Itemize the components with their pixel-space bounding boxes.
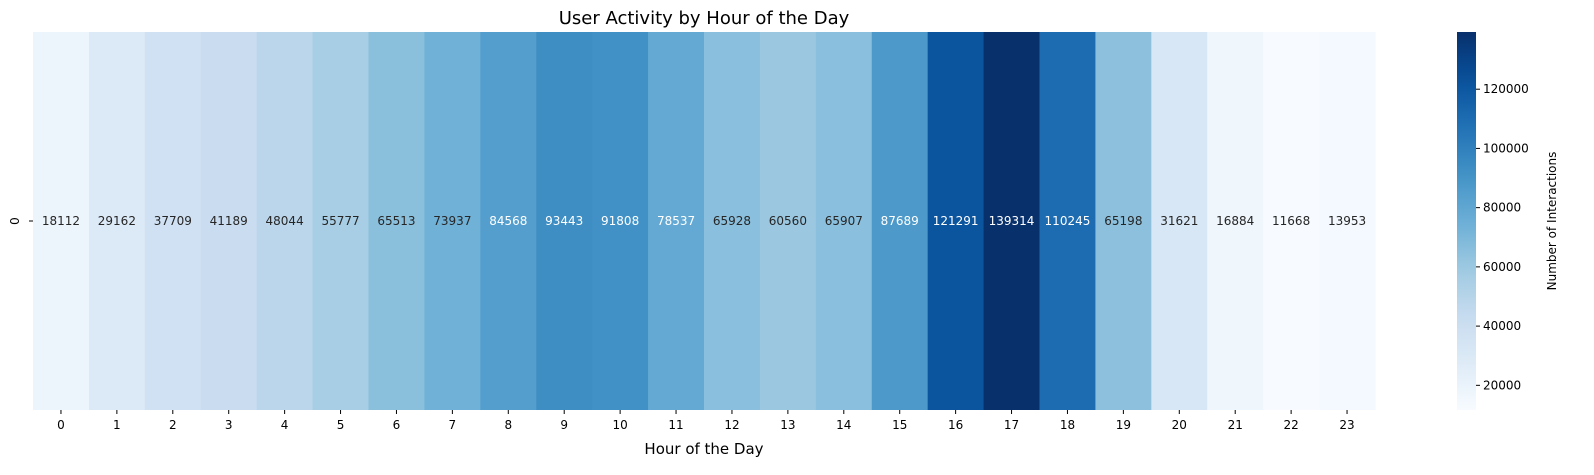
cell-value-label: 11668 (1272, 214, 1310, 228)
colorbar-tick-label: 60000 (1483, 260, 1521, 274)
heatmap-cell (1095, 32, 1152, 410)
heatmap-cell (256, 32, 314, 410)
cell-value-label: 55777 (321, 214, 359, 228)
heatmap-cell (480, 32, 537, 410)
heatmap-cell (983, 32, 1041, 410)
heatmap-cells (33, 32, 1376, 410)
heatmap-cell (871, 32, 929, 410)
x-tick-label: 14 (836, 418, 851, 432)
x-tick-label: 16 (948, 418, 963, 432)
x-tick-label: 23 (1339, 418, 1354, 432)
heatmap-cell (33, 32, 90, 410)
cell-value-label: 31621 (1160, 214, 1198, 228)
x-tick-label: 15 (892, 418, 907, 432)
x-tick-label: 12 (724, 418, 739, 432)
heatmap-cell (312, 32, 370, 410)
heatmap-cell (592, 32, 649, 410)
x-tick-label: 7 (449, 418, 457, 432)
heatmap-cell (1151, 32, 1208, 410)
cell-value-label: 73937 (433, 214, 471, 228)
cell-value-label: 65513 (377, 214, 415, 228)
cell-value-label: 139314 (989, 214, 1035, 228)
cell-value-label: 48044 (266, 214, 304, 228)
heatmap-cell (1207, 32, 1264, 410)
heatmap-cell (1263, 32, 1320, 410)
colorbar: 20000 40000 60000 80000 100000 120000 (1457, 32, 1529, 410)
heatmap-cell (648, 32, 705, 410)
x-tick-label: 5 (337, 418, 345, 432)
heatmap-cell (200, 32, 258, 410)
x-tick-label: 18 (1060, 418, 1075, 432)
heatmap-cell (1039, 32, 1097, 410)
x-tick-label: 2 (169, 418, 177, 432)
colorbar-tick-label: 120000 (1483, 82, 1529, 96)
x-tick-label: 0 (57, 418, 65, 432)
x-tick-label: 3 (225, 418, 233, 432)
cell-value-label: 78537 (657, 214, 695, 228)
colorbar-tick-label: 40000 (1483, 319, 1521, 333)
x-tick-label: 20 (1172, 418, 1187, 432)
heatmap-cell (536, 32, 593, 410)
cell-value-label: 65198 (1104, 214, 1142, 228)
x-tick-label: 22 (1283, 418, 1298, 432)
x-axis-ticks: 0 1 2 3 4 5 6 7 8 9 10 11 12 13 14 15 16 17 18 19 20 21 22 23 (57, 410, 1355, 432)
heatmap-cell (815, 32, 873, 410)
x-tick-label: 17 (1004, 418, 1019, 432)
x-tick-label: 9 (560, 418, 568, 432)
x-axis-label: Hour of the Day (644, 440, 763, 458)
cell-value-label: 29162 (98, 214, 136, 228)
cell-value-label: 91808 (601, 214, 639, 228)
x-tick-label: 11 (668, 418, 683, 432)
heatmap-cell-labels: 18112 29162 37709 41189 48044 55777 65513 73937… (42, 214, 1366, 228)
heatmap-cell (759, 32, 817, 410)
x-tick-label: 4 (281, 418, 289, 432)
cell-value-label: 65907 (825, 214, 863, 228)
x-tick-label: 13 (780, 418, 795, 432)
cell-value-label: 93443 (545, 214, 583, 228)
heatmap-cell (704, 32, 761, 410)
colorbar-tick-label: 20000 (1483, 378, 1521, 392)
heatmap-cell (88, 32, 146, 410)
cell-value-label: 65928 (713, 214, 751, 228)
x-tick-label: 21 (1228, 418, 1243, 432)
cell-value-label: 87689 (881, 214, 919, 228)
colorbar-tick-label: 100000 (1483, 141, 1529, 155)
heatmap-cell (424, 32, 481, 410)
y-tick-label: 0 (8, 217, 22, 225)
heatmap-cell (1319, 32, 1376, 410)
cell-value-label: 60560 (769, 214, 807, 228)
cell-value-label: 37709 (154, 214, 192, 228)
colorbar-label: Number of Interactions (1545, 152, 1559, 291)
heatmap-cell (144, 32, 202, 410)
colorbar-tick-label: 80000 (1483, 201, 1521, 215)
cell-value-label: 84568 (489, 214, 527, 228)
cell-value-label: 121291 (933, 214, 979, 228)
heatmap-cell (927, 32, 985, 410)
x-tick-label: 1 (113, 418, 121, 432)
heatmap-cell (368, 32, 426, 410)
colorbar-gradient (1457, 32, 1476, 410)
y-axis-ticks: 0 (8, 217, 33, 225)
cell-value-label: 16884 (1216, 214, 1254, 228)
x-tick-label: 8 (504, 418, 512, 432)
cell-value-label: 18112 (42, 214, 80, 228)
cell-value-label: 110245 (1045, 214, 1091, 228)
chart-title: User Activity by Hour of the Day (559, 8, 850, 29)
x-tick-label: 19 (1116, 418, 1131, 432)
x-tick-label: 10 (612, 418, 627, 432)
x-tick-label: 6 (393, 418, 401, 432)
cell-value-label: 41189 (210, 214, 248, 228)
cell-value-label: 13953 (1328, 214, 1366, 228)
